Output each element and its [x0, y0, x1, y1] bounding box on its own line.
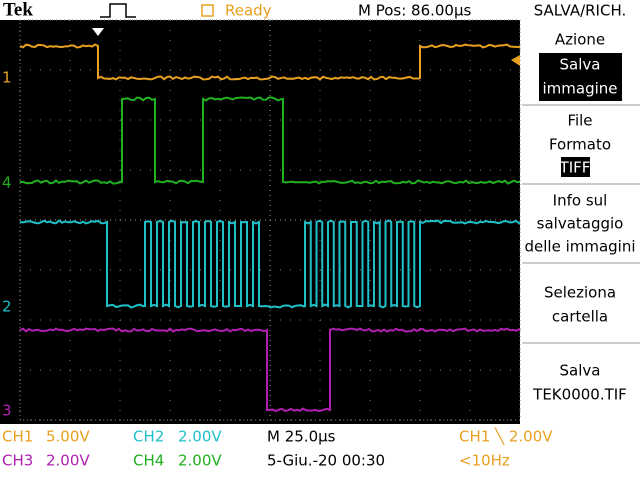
menu-button[interactable]: Seleziona — [544, 284, 616, 302]
channel-marker: 4 — [2, 174, 12, 192]
timebase: M 25.0µs — [267, 428, 336, 446]
menu-title: SALVA/RICH. — [534, 2, 627, 20]
scope-screen: Tek Ready M Pos: 86.00µs SALVA/RICH. Azi… — [0, 0, 640, 480]
menu-button[interactable]: cartella — [552, 308, 608, 326]
channel-label: CH4 — [133, 452, 164, 470]
menu-option[interactable]: TIFF — [559, 159, 591, 177]
menu-label: File — [567, 112, 592, 130]
channel-label: CH3 — [2, 452, 33, 470]
menu-button[interactable]: TEK0000.TIF — [532, 386, 627, 404]
date-time: 5-Giu.-20 00:30 — [267, 452, 385, 470]
menu-option[interactable]: Salva — [560, 56, 601, 74]
status: Ready — [225, 2, 272, 20]
channel-label: CH1 — [2, 428, 33, 446]
channel-marker: 2 — [2, 298, 12, 316]
menu-button[interactable]: delle immagini — [524, 238, 635, 256]
channel-scale: 2.00V — [178, 428, 222, 446]
channel-marker: 3 — [2, 402, 12, 420]
channel-scale: 2.00V — [178, 452, 222, 470]
menu-label: Formato — [549, 136, 611, 154]
brand: Tek — [3, 0, 33, 20]
horizontal-position: M Pos: 86.00µs — [358, 2, 472, 20]
menu-button[interactable]: Salva — [560, 362, 601, 380]
frequency: <10Hz — [459, 452, 510, 470]
channel-scale: 2.00V — [46, 452, 90, 470]
trigger-setting: CH1 ╲ 2.00V — [459, 428, 553, 446]
channel-label: CH2 — [133, 428, 164, 446]
menu-button[interactable]: salvataggio — [537, 215, 624, 233]
menu-button[interactable]: Info sul — [553, 192, 608, 210]
channel-marker: 1 — [2, 69, 12, 87]
menu-label: Azione — [555, 31, 605, 49]
channel-scale: 5.00V — [46, 428, 90, 446]
menu-option[interactable]: immagine — [542, 80, 617, 98]
